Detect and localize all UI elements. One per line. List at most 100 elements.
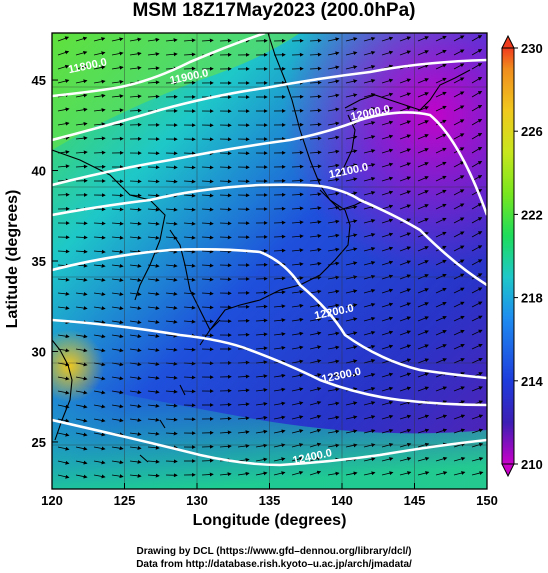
wind-arrow [111,292,124,297]
wind-arrow [471,104,483,112]
wind-arrow [381,162,394,168]
wind-arrow [399,120,412,126]
wind-arrow [399,204,412,210]
wind-arrow [345,107,358,112]
wind-arrow [165,165,178,170]
wind-arrow [453,442,466,448]
wind-arrow [471,132,483,140]
wind-arrow [111,51,124,56]
wind-arrow [291,345,304,350]
wind-arrow [453,358,465,364]
wind-arrow [399,471,412,476]
wind-arrow [255,332,268,337]
wind-arrow [111,263,124,268]
wind-arrow [417,288,429,294]
wind-arrow [471,343,483,350]
wind-arrow [309,247,322,252]
wind-arrow [57,446,70,451]
wind-arrow [111,320,124,325]
wind-arrow [291,220,304,225]
wind-arrow [291,178,304,183]
wind-arrow [165,431,178,436]
wind-arrow [165,207,178,212]
wind-arrow [219,416,232,421]
wind-arrow [93,474,106,479]
wind-arrow [417,162,429,168]
height-contours [52,33,487,467]
wind-arrow [291,456,304,462]
wind-arrow [75,390,88,395]
wind-arrow [417,471,430,476]
wind-arrow [75,432,88,437]
wind-arrow [417,92,429,98]
y-tick-label: 35 [32,254,46,269]
wind-arrow [57,334,70,339]
wind-arrow [93,277,106,282]
wind-arrow [75,348,88,353]
wind-arrow [309,80,322,85]
wind-arrow [57,474,70,479]
wind-arrow [327,443,340,448]
wind-arrow [399,148,412,154]
wind-arrow [75,107,88,112]
wind-arrow [417,330,429,336]
wind-arrow [327,219,340,224]
contour-12200 [52,248,487,380]
wind-arrow [219,221,232,226]
wind-arrow [399,260,412,266]
wind-arrow [471,357,483,364]
wind-arrow [75,404,88,409]
wind-arrow [309,150,322,155]
wind-arrow [327,331,340,336]
wind-arrow [327,65,340,70]
wind-arrow [57,362,70,367]
wind-arrow [399,344,412,350]
wind-arrow [111,37,124,42]
wind-arrow [309,52,322,57]
wind-arrow [435,105,447,112]
wind-arrow [147,473,160,478]
wind-arrow [183,207,196,212]
wind-arrow [111,334,124,339]
wind-arrow [93,306,106,311]
wind-arrow [111,221,124,226]
wind-arrow [327,163,340,168]
x-tick-label: 125 [114,493,136,508]
wind-arrow [219,207,232,212]
wind-arrow [309,94,322,99]
x-tick-label: 120 [41,493,63,508]
wind-arrow [93,404,106,409]
wind-arrow [111,193,124,198]
wind-arrow [75,50,88,56]
coastlines [52,33,471,463]
wind-arrow [399,428,412,434]
wind-arrow [309,428,322,434]
wind-arrow [435,316,447,322]
wind-arrow [291,276,304,281]
wind-arrow [255,415,268,420]
wind-arrow [327,233,340,238]
wind-arrow [363,288,376,294]
wind-arrow [453,105,465,112]
wind-arrow [399,36,412,42]
wind-arrow [471,457,484,462]
wind-arrow [273,373,286,378]
wind-arrow [129,376,142,381]
wind-arrow [327,121,340,126]
x-tick-label: 145 [404,493,426,508]
wind-arrow [93,65,106,70]
wind-arrow [75,164,88,169]
x-tick-label: 140 [331,493,353,508]
wind-arrow [435,133,447,140]
wind-arrow [291,415,304,420]
x-axis-label: Longitude (degrees) [192,512,347,529]
wind-arrow [183,291,196,296]
wind-arrow [363,261,376,266]
wind-arrow [417,414,430,420]
wind-arrow [75,121,88,126]
wind-arrow [75,93,88,98]
wind-arrow [219,249,232,254]
wind-arrow [237,444,250,448]
wind-arrow [471,442,484,448]
wind-arrow [219,430,232,435]
